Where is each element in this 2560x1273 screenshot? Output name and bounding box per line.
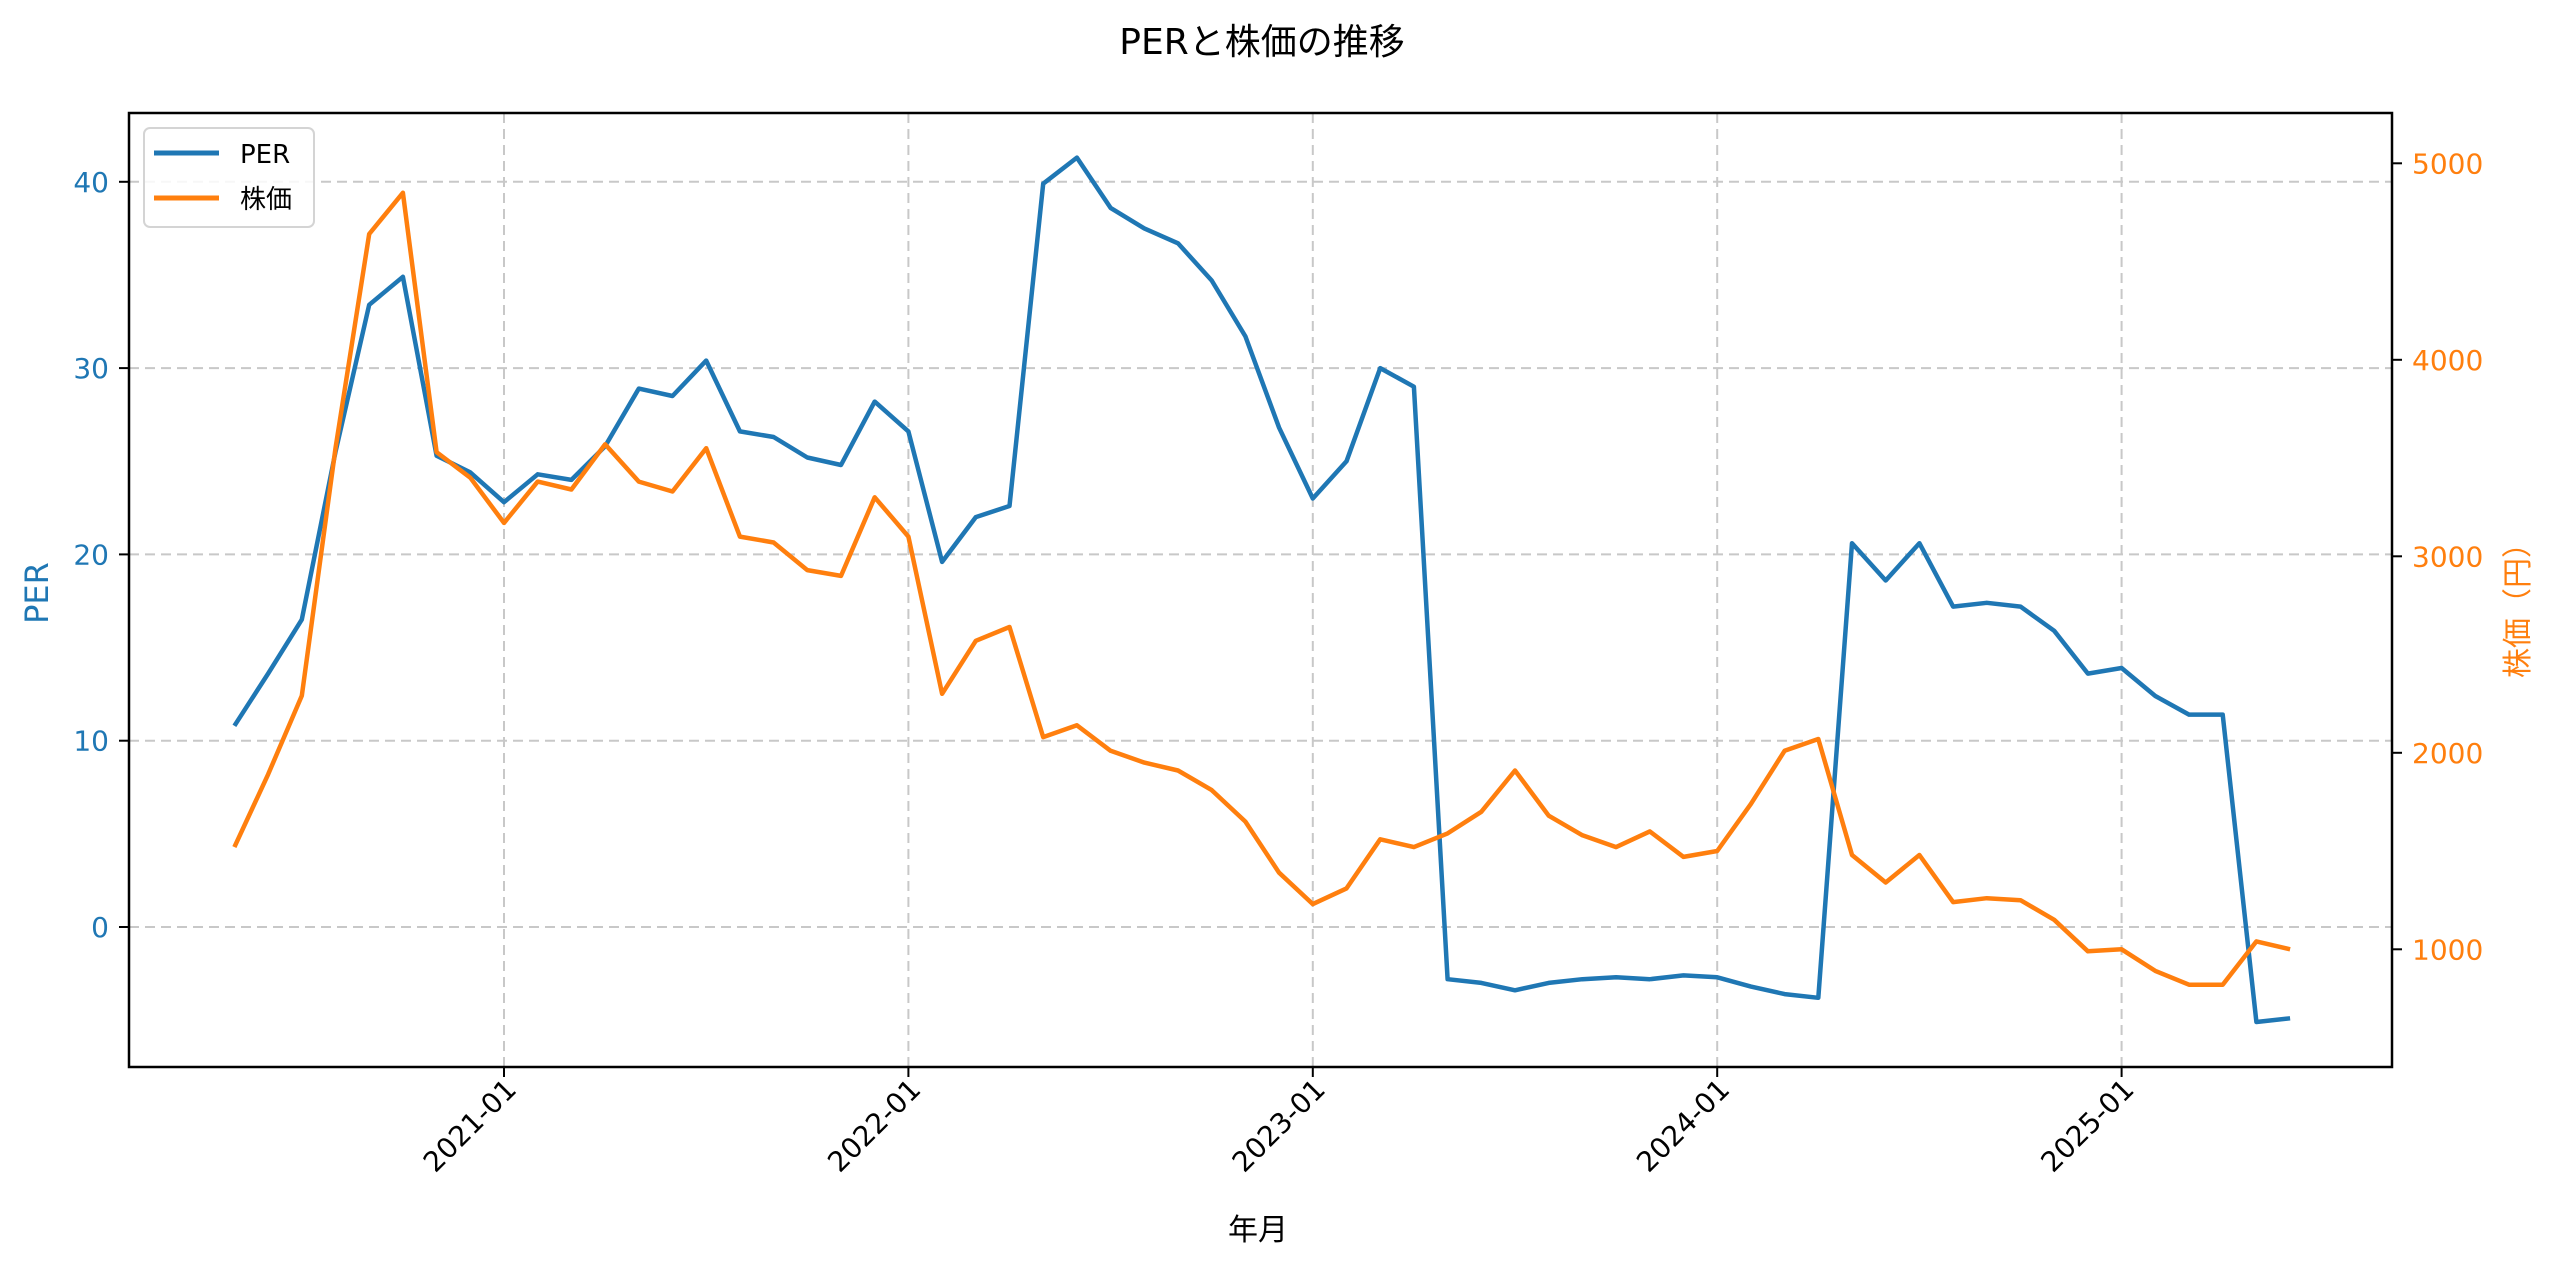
y-axis-left-label: PER [18,562,56,624]
y-left-tick-label: 10 [73,725,109,758]
grid-lines [129,113,2392,1067]
y-right-tick-label: 5000 [2412,147,2483,180]
y-left-tick-label: 30 [73,352,109,385]
y-axis-right: 1000 2000 3000 4000 5000 [2392,147,2483,966]
plot-area-frame [127,111,2394,1069]
y-right-tick-label: 1000 [2412,933,2483,966]
legend-label-price: 株価 [240,185,292,215]
y-left-tick-label: 40 [73,166,109,199]
legend: PER 株価 [143,127,315,228]
y-axis-right-label: 株価（円） [2501,528,2536,678]
y-left-tick-label: 20 [73,538,109,571]
per-line [232,155,2291,1025]
y-right-tick-label: 4000 [2412,344,2483,377]
y-right-tick-label: 3000 [2412,540,2483,573]
plot-series [232,155,2291,1025]
chart-title: PERと株価の推移 [1119,22,1404,63]
y-left-tick-label: 0 [91,911,109,944]
x-axis-label: 年月 [1228,1213,1288,1248]
legend-label-per: PER [240,140,290,170]
y-right-tick-label: 2000 [2412,737,2483,770]
y-axis-left: 0 10 20 30 40 [73,166,129,944]
price-line [232,190,2291,987]
